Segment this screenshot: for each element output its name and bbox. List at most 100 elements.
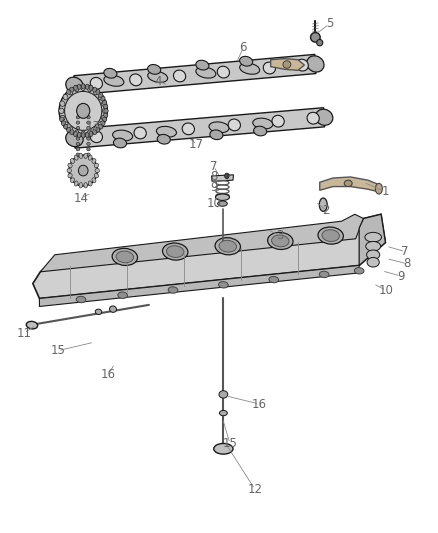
Ellipse shape <box>68 89 73 95</box>
Ellipse shape <box>26 321 38 329</box>
Ellipse shape <box>367 257 379 267</box>
Ellipse shape <box>66 131 83 147</box>
Ellipse shape <box>89 85 93 91</box>
Polygon shape <box>39 265 359 306</box>
Ellipse shape <box>322 230 339 241</box>
Ellipse shape <box>74 85 77 91</box>
Ellipse shape <box>90 131 102 143</box>
Ellipse shape <box>104 68 117 78</box>
Ellipse shape <box>76 116 80 119</box>
Ellipse shape <box>103 104 108 109</box>
Ellipse shape <box>79 183 82 188</box>
Ellipse shape <box>63 122 68 127</box>
Ellipse shape <box>102 117 107 122</box>
Ellipse shape <box>317 39 323 46</box>
Ellipse shape <box>253 118 273 129</box>
Ellipse shape <box>283 61 291 68</box>
Ellipse shape <box>307 112 319 124</box>
Ellipse shape <box>94 127 99 133</box>
Ellipse shape <box>101 121 105 125</box>
Ellipse shape <box>89 131 93 136</box>
Ellipse shape <box>315 109 333 125</box>
Text: 6: 6 <box>239 42 247 54</box>
Ellipse shape <box>219 410 227 416</box>
Ellipse shape <box>102 101 106 107</box>
Ellipse shape <box>148 71 168 83</box>
Ellipse shape <box>113 138 127 148</box>
Text: 5: 5 <box>326 18 333 30</box>
Text: 1: 1 <box>381 185 389 198</box>
Ellipse shape <box>81 131 85 138</box>
Ellipse shape <box>254 126 267 136</box>
Ellipse shape <box>76 126 80 130</box>
Ellipse shape <box>219 391 228 398</box>
Ellipse shape <box>68 173 72 178</box>
Ellipse shape <box>344 180 352 187</box>
Ellipse shape <box>157 134 170 144</box>
Polygon shape <box>212 175 233 181</box>
Ellipse shape <box>78 84 81 90</box>
Ellipse shape <box>217 66 230 78</box>
Ellipse shape <box>90 77 102 89</box>
Text: 15: 15 <box>50 344 65 357</box>
Text: 8: 8 <box>210 171 217 183</box>
Ellipse shape <box>94 89 99 95</box>
Ellipse shape <box>85 84 89 90</box>
Ellipse shape <box>64 92 102 130</box>
Ellipse shape <box>210 130 223 140</box>
Ellipse shape <box>196 60 209 70</box>
Ellipse shape <box>76 148 80 151</box>
Text: 7: 7 <box>210 160 218 173</box>
Ellipse shape <box>272 235 289 247</box>
Text: 2: 2 <box>322 204 330 217</box>
Text: 16: 16 <box>101 368 116 381</box>
Ellipse shape <box>307 56 324 72</box>
Ellipse shape <box>319 271 329 278</box>
Ellipse shape <box>95 309 102 314</box>
Text: 16: 16 <box>252 398 267 410</box>
Ellipse shape <box>104 75 124 86</box>
Ellipse shape <box>196 67 216 78</box>
Ellipse shape <box>95 168 99 173</box>
Ellipse shape <box>76 132 80 135</box>
Ellipse shape <box>218 201 227 206</box>
Ellipse shape <box>59 108 64 114</box>
Ellipse shape <box>214 443 233 454</box>
Text: 3: 3 <box>276 229 283 242</box>
Ellipse shape <box>296 59 308 71</box>
Ellipse shape <box>92 178 96 182</box>
Ellipse shape <box>63 94 68 100</box>
Ellipse shape <box>68 127 73 133</box>
Ellipse shape <box>87 126 90 130</box>
Ellipse shape <box>110 306 117 312</box>
Ellipse shape <box>113 130 133 141</box>
Text: 9: 9 <box>210 181 218 194</box>
Ellipse shape <box>226 175 228 177</box>
Ellipse shape <box>118 292 127 298</box>
Polygon shape <box>320 177 381 192</box>
Ellipse shape <box>70 130 74 135</box>
Ellipse shape <box>182 123 194 135</box>
Ellipse shape <box>102 108 108 114</box>
Text: 4: 4 <box>154 75 162 87</box>
Ellipse shape <box>67 127 71 132</box>
Ellipse shape <box>93 87 96 92</box>
Ellipse shape <box>112 248 138 265</box>
Text: 12: 12 <box>247 483 262 496</box>
Ellipse shape <box>99 124 102 129</box>
Ellipse shape <box>168 287 178 293</box>
Ellipse shape <box>60 117 64 122</box>
Ellipse shape <box>74 155 78 160</box>
Ellipse shape <box>71 159 74 163</box>
Ellipse shape <box>87 116 90 119</box>
Ellipse shape <box>134 127 146 139</box>
Ellipse shape <box>94 163 99 168</box>
Ellipse shape <box>74 181 78 186</box>
Ellipse shape <box>81 84 85 91</box>
Ellipse shape <box>116 251 134 263</box>
Ellipse shape <box>156 126 177 137</box>
Ellipse shape <box>88 130 92 136</box>
Ellipse shape <box>69 155 97 186</box>
Ellipse shape <box>87 153 90 156</box>
Ellipse shape <box>166 246 184 257</box>
